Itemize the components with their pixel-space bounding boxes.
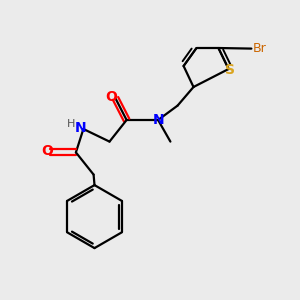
- Text: O: O: [105, 90, 117, 104]
- Text: N: N: [75, 121, 86, 134]
- Text: Br: Br: [253, 42, 267, 55]
- Text: S: S: [225, 64, 235, 77]
- Text: H: H: [67, 118, 76, 129]
- Text: N: N: [152, 113, 164, 127]
- Text: O: O: [41, 144, 53, 158]
